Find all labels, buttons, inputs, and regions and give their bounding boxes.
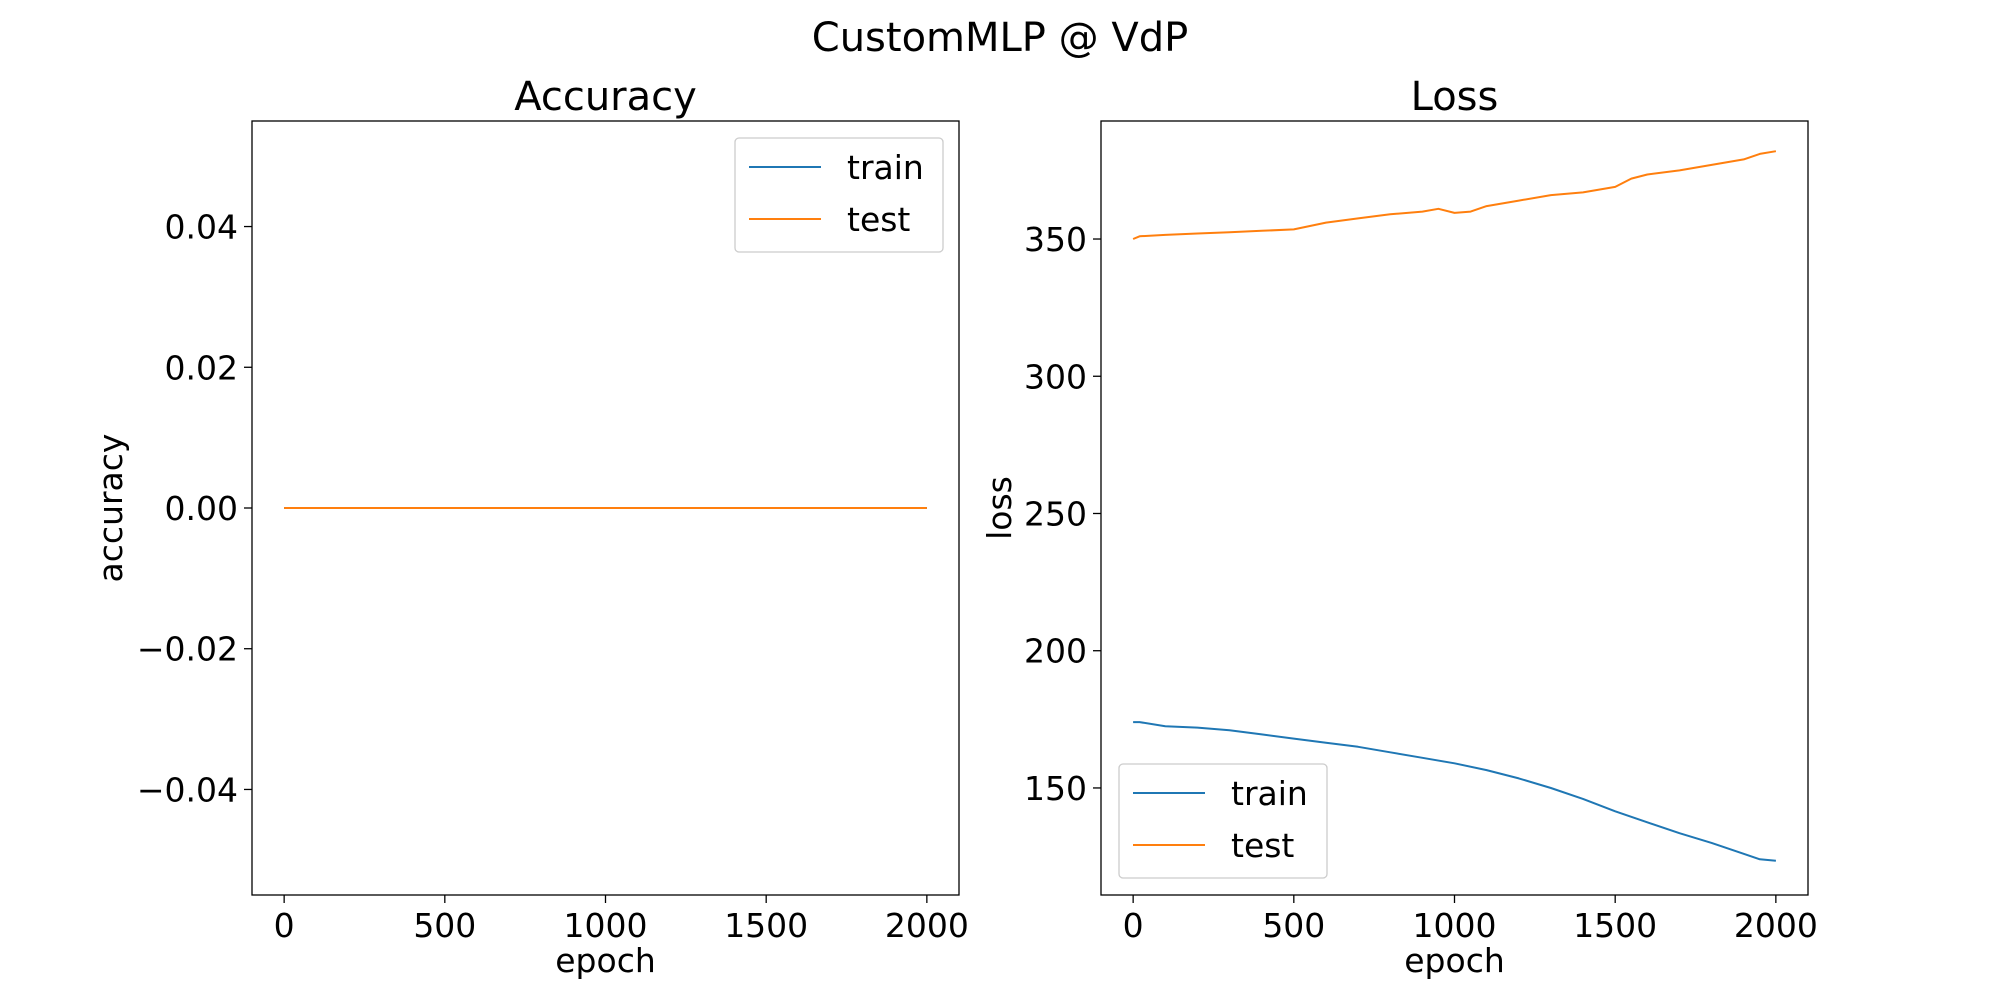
loss-legend-train-label: train [1231,774,1308,813]
accuracy-legend: train test [734,137,944,253]
accuracy-title: Accuracy [514,74,697,120]
accuracy-y-tick-label: 0.02 [165,348,238,387]
figure-suptitle: CustomMLP @ VdP [812,15,1188,61]
loss-y-tick-label: 350 [1024,220,1087,259]
loss-x-tick-label: 1000 [1413,906,1497,945]
accuracy-x-tick-label: 0 [274,906,295,945]
loss-series-test-line [1132,150,1777,240]
accuracy-ticks: 0 500 1000 1500 2000 −0.04 −0.02 0.00 0.02 0.04 [137,208,969,945]
loss-y-tick-label: 300 [1024,357,1087,396]
loss-lines [1132,150,1777,862]
accuracy-y-tick-label: −0.04 [137,770,238,809]
loss-series-train-line [1133,721,1776,862]
accuracy-y-tick-label: 0.00 [165,489,238,528]
accuracy-x-tick-label: 1500 [724,906,808,945]
accuracy-legend-test-label: test [847,200,910,239]
accuracy-x-tick-label: 500 [413,906,476,945]
loss-legend: train test [1118,763,1328,879]
loss-panel: Loss 0 500 1000 1500 2000 150 200 250 300 350 epo… [980,74,1818,980]
accuracy-x-tick-label: 2000 [885,906,969,945]
loss-ticks: 0 500 1000 1500 2000 150 200 250 300 350 [1024,220,1818,945]
accuracy-y-tick-label: 0.04 [165,208,238,247]
loss-y-tick-label: 150 [1024,769,1087,808]
loss-y-tick-label: 200 [1024,632,1087,671]
accuracy-y-axis-label: accuracy [91,434,130,583]
loss-x-tick-label: 500 [1262,906,1325,945]
accuracy-x-axis-label: epoch [555,941,656,980]
accuracy-panel: Accuracy 0 500 1000 1500 2000−0.04−0.020.000… [91,74,969,980]
loss-legend-test-label: test [1231,826,1294,865]
loss-x-tick-label: 1500 [1573,906,1657,945]
accuracy-y-tick-label: −0.02 [137,630,238,669]
accuracy-x-tick-label: 1000 [564,906,648,945]
accuracy-legend-train-label: train [847,148,924,187]
loss-x-tick-label: 2000 [1734,906,1818,945]
loss-x-tick-label: 0 [1123,906,1144,945]
loss-y-tick-label: 250 [1024,494,1087,533]
loss-y-axis-label: loss [980,476,1019,540]
loss-title: Loss [1411,74,1499,120]
loss-x-axis-label: epoch [1404,941,1505,980]
